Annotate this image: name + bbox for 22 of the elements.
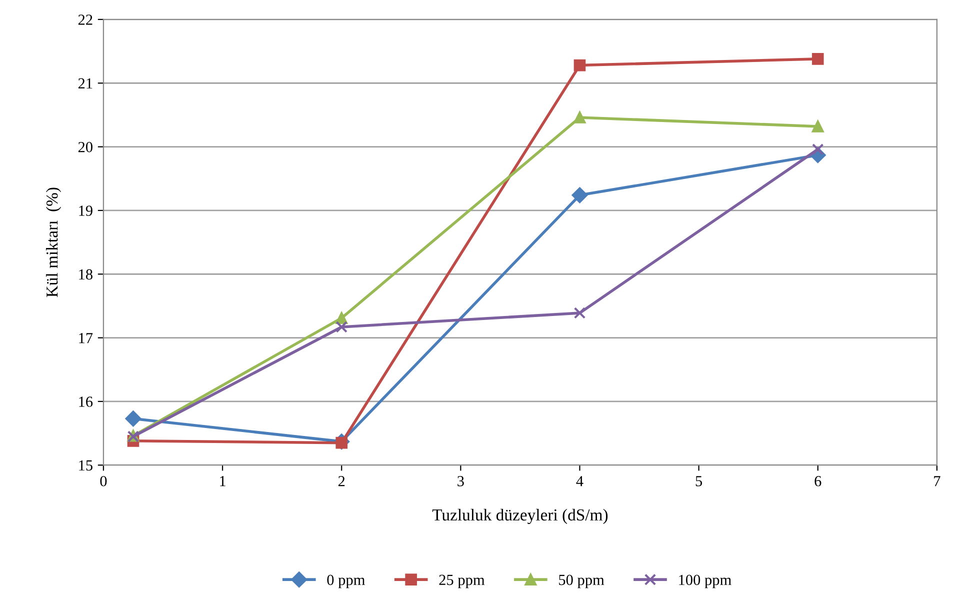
y-axis-title: Kül miktarı (%) <box>46 188 62 298</box>
y-tick-label: 19 <box>79 206 92 216</box>
x-axis-title: Tuzluluk düzeyleri (dS/m) <box>432 508 608 524</box>
y-tick-label: 20 <box>78 142 92 152</box>
legend-label: 100 ppm <box>679 574 732 588</box>
x-tick-label: 1 <box>220 476 226 486</box>
x-tick-label: 3 <box>458 476 464 486</box>
x-tick-label: 4 <box>576 476 584 486</box>
x-tick-label: 7 <box>934 476 940 486</box>
y-tick-label: 22 <box>78 14 92 25</box>
x-tick-label: 5 <box>696 476 702 486</box>
x-tick-label: 0 <box>100 476 107 486</box>
legend-label: 25 ppm <box>439 574 485 588</box>
y-tick-label: 17 <box>79 333 93 344</box>
x-tick-label: 2 <box>338 476 345 486</box>
legend-label: 50 ppm <box>559 574 604 588</box>
y-tick-label: 18 <box>79 269 92 280</box>
y-tick-label: 21 <box>78 78 92 88</box>
legend-label: 0 ppm <box>327 574 365 588</box>
y-tick-label: 16 <box>79 396 93 407</box>
x-tick-label: 6 <box>814 476 822 486</box>
y-tick-label: 15 <box>79 460 92 471</box>
